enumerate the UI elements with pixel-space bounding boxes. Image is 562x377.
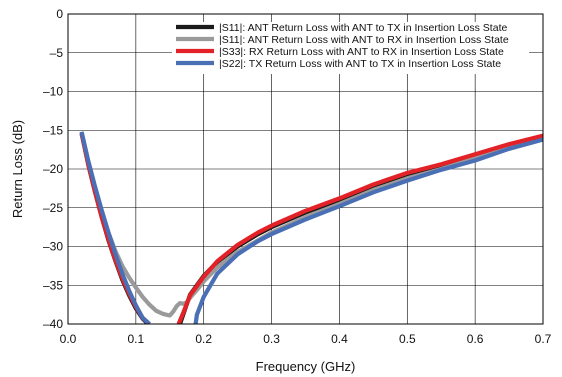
- legend-entry: |S22|: TX Return Loss with ANT to TX in …: [219, 58, 501, 70]
- y-tick-label: 0: [56, 7, 63, 21]
- legend: |S11|: ANT Return Loss with ANT to TX in…: [172, 22, 529, 74]
- y-tick-label: –5: [50, 46, 64, 60]
- x-axis-label: Frequency (GHz): [256, 359, 356, 374]
- x-tick-label: 0.2: [195, 332, 212, 346]
- y-axis-label: Return Loss (dB): [10, 120, 25, 218]
- y-tick-label: –20: [43, 162, 63, 176]
- series-line-4: [193, 137, 543, 324]
- series-line-4: [79, 131, 151, 324]
- x-tick-label: 0.4: [331, 332, 348, 346]
- plot-series: [79, 131, 543, 324]
- y-tick-label: –30: [43, 240, 63, 254]
- x-axis-ticks: 0.0 0.1 0.2 0.3 0.4 0.5 0.6 0.7: [60, 332, 552, 346]
- x-tick-label: 0.7: [535, 332, 552, 346]
- y-tick-label: –10: [43, 85, 63, 99]
- y-tick-label: –15: [43, 123, 63, 137]
- x-tick-label: 0.0: [60, 332, 77, 346]
- series-line-1: [79, 132, 150, 324]
- y-axis-ticks: 0 –5 –10 –15 –20 –25 –30 –35 –40: [43, 7, 63, 331]
- y-tick-label: –25: [43, 201, 63, 215]
- legend-background: [172, 22, 529, 74]
- legend-entry: |S33|: RX Return Loss with ANT to RX in …: [219, 46, 504, 58]
- x-tick-label: 0.6: [467, 332, 484, 346]
- x-tick-label: 0.3: [263, 332, 280, 346]
- y-tick-label: –40: [43, 317, 63, 331]
- x-tick-label: 0.1: [128, 332, 145, 346]
- series-line-1: [178, 135, 543, 324]
- series-line-3: [176, 133, 543, 324]
- y-tick-label: –35: [43, 278, 63, 292]
- x-tick-label: 0.5: [399, 332, 416, 346]
- plot-frame: [67, 13, 544, 325]
- legend-entry: |S11|: ANT Return Loss with ANT to RX in…: [219, 34, 509, 46]
- legend-entry: |S11|: ANT Return Loss with ANT to TX in…: [219, 22, 507, 34]
